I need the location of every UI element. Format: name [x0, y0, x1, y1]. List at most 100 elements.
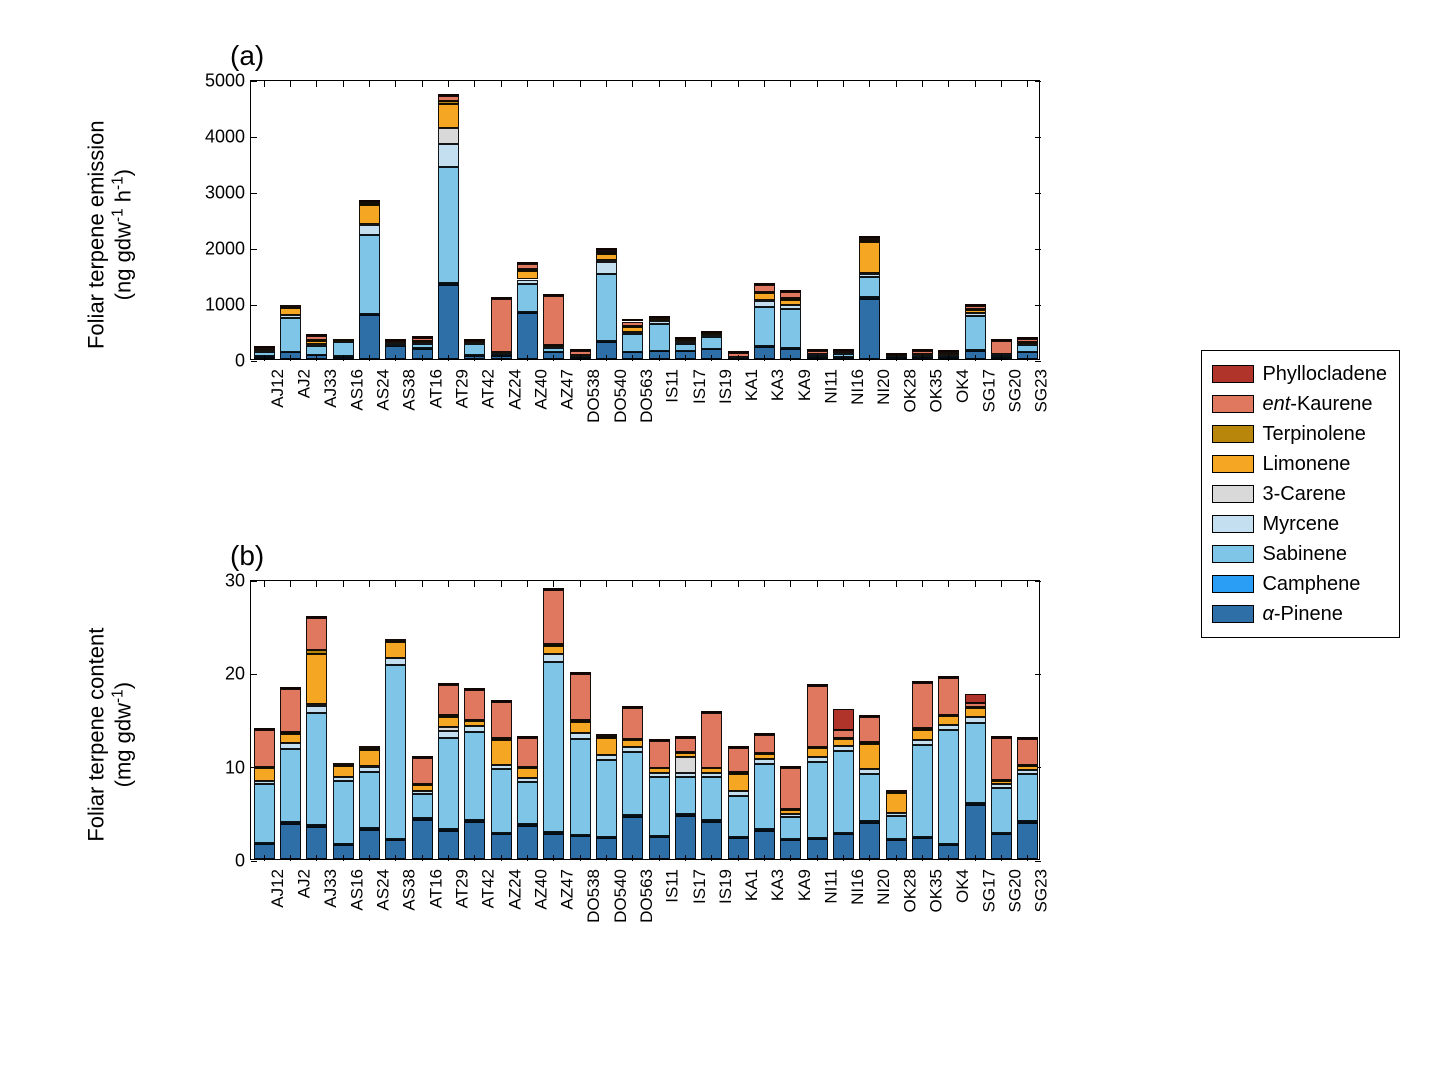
- legend-label: Limonene: [1262, 453, 1350, 476]
- bar-segment: [491, 702, 512, 737]
- x-tick-label: DO563: [637, 869, 657, 923]
- bar-segment: [675, 753, 696, 758]
- bar-segment: [570, 349, 591, 351]
- x-tick-label: AZ24: [505, 869, 525, 910]
- bar-segment: [464, 690, 485, 720]
- bar-segment: [333, 766, 354, 777]
- bar-segment: [543, 662, 564, 832]
- bar-segment: [359, 748, 380, 750]
- y-tick-label: 1000: [205, 295, 245, 316]
- bar-segment: [333, 781, 354, 844]
- bar-segment: [464, 344, 485, 355]
- bar-segment: [385, 642, 406, 658]
- bar-segment: [438, 717, 459, 727]
- bar-segment: [991, 736, 1012, 738]
- bar-SG17: [965, 579, 986, 859]
- legend-swatch: [1212, 545, 1254, 563]
- bar-segment: [754, 829, 775, 831]
- bar-segment: [280, 305, 301, 307]
- bar-segment: [622, 708, 643, 739]
- bar-segment: [517, 271, 538, 279]
- bar-segment: [570, 733, 591, 739]
- bar-segment: [754, 733, 775, 735]
- bar-DO540: [596, 79, 617, 359]
- bar-segment: [596, 248, 617, 250]
- bar-segment: [596, 738, 617, 756]
- bar-segment: [596, 274, 617, 341]
- bar-segment: [438, 685, 459, 715]
- bar-segment: [254, 728, 275, 730]
- bar-segment: [543, 646, 564, 653]
- bar-segment: [859, 715, 880, 717]
- bar-segment: [306, 650, 327, 654]
- legend-label: Phyllocladene: [1262, 363, 1387, 386]
- bar-segment: [517, 738, 538, 767]
- bar-segment: [912, 728, 933, 730]
- bar-segment: [254, 781, 275, 785]
- bar-segment: [780, 814, 801, 817]
- bar-segment: [333, 763, 354, 765]
- x-tick-label: AS24: [374, 869, 394, 911]
- bar-segment: [306, 706, 327, 713]
- bar-segment: [280, 743, 301, 749]
- bar-segment: [438, 167, 459, 282]
- x-tick-label: AZ40: [532, 869, 552, 910]
- chart-panel-b: (b) 0102030AJ12AJ2AJ33AS16AS24AS38AT16AT…: [120, 540, 1040, 960]
- x-tick-label: KA3: [769, 869, 789, 901]
- bar-segment: [254, 730, 275, 766]
- bar-DO538: [570, 579, 591, 859]
- legend-row: Phyllocladene: [1212, 359, 1387, 389]
- y-tick-label: 4000: [205, 127, 245, 148]
- bar-segment: [412, 785, 433, 791]
- bar-segment: [859, 242, 880, 273]
- bar-AT29: [438, 579, 459, 859]
- bar-segment: [517, 284, 538, 312]
- x-tick-label: KA1: [742, 869, 762, 901]
- bar-segment: [438, 128, 459, 144]
- bar-segment: [912, 740, 933, 745]
- bar-SG17: [965, 79, 986, 359]
- bar-AT29: [438, 79, 459, 359]
- x-tick-label: SG20: [1006, 369, 1026, 412]
- bar-DO563: [622, 579, 643, 859]
- bar-segment: [280, 732, 301, 734]
- bar-segment: [859, 299, 880, 359]
- x-tick-label: AZ24: [505, 369, 525, 410]
- x-tick-label: AS16: [347, 869, 367, 911]
- bar-segment: [938, 350, 959, 352]
- bar-segment: [622, 706, 643, 708]
- bar-segment: [385, 665, 406, 840]
- bar-segment: [780, 309, 801, 348]
- bar-segment: [491, 738, 512, 741]
- bar-segment: [754, 283, 775, 285]
- bar-segment: [675, 337, 696, 339]
- bar-segment: [306, 346, 327, 354]
- bar-segment: [701, 822, 722, 859]
- bar-segment: [622, 747, 643, 752]
- bar-segment: [833, 349, 854, 351]
- legend-label: Camphene: [1262, 573, 1360, 596]
- bar-segment: [543, 348, 564, 351]
- bar-segment: [570, 739, 591, 835]
- legend-row: Terpinolene: [1212, 419, 1387, 449]
- bar-segment: [701, 773, 722, 777]
- bar-segment: [359, 200, 380, 202]
- bar-segment: [938, 725, 959, 731]
- bar-segment: [912, 683, 933, 729]
- bar-segment: [728, 772, 749, 774]
- bar-segment: [359, 746, 380, 748]
- bar-IS17: [675, 79, 696, 359]
- bar-segment: [728, 774, 749, 791]
- y-tick-label: 2000: [205, 239, 245, 260]
- bar-segment: [385, 639, 406, 641]
- x-tick-label: NI11: [821, 869, 841, 904]
- bar-segment: [517, 313, 538, 359]
- x-tick-label: DO538: [584, 369, 604, 423]
- legend-label: ent-Kaurene: [1262, 393, 1372, 416]
- bar-segment: [859, 717, 880, 742]
- bar-segment: [833, 709, 854, 730]
- bar-segment: [280, 308, 301, 315]
- bar-IS19: [701, 579, 722, 859]
- bar-OK28: [886, 79, 907, 359]
- bar-segment: [464, 721, 485, 727]
